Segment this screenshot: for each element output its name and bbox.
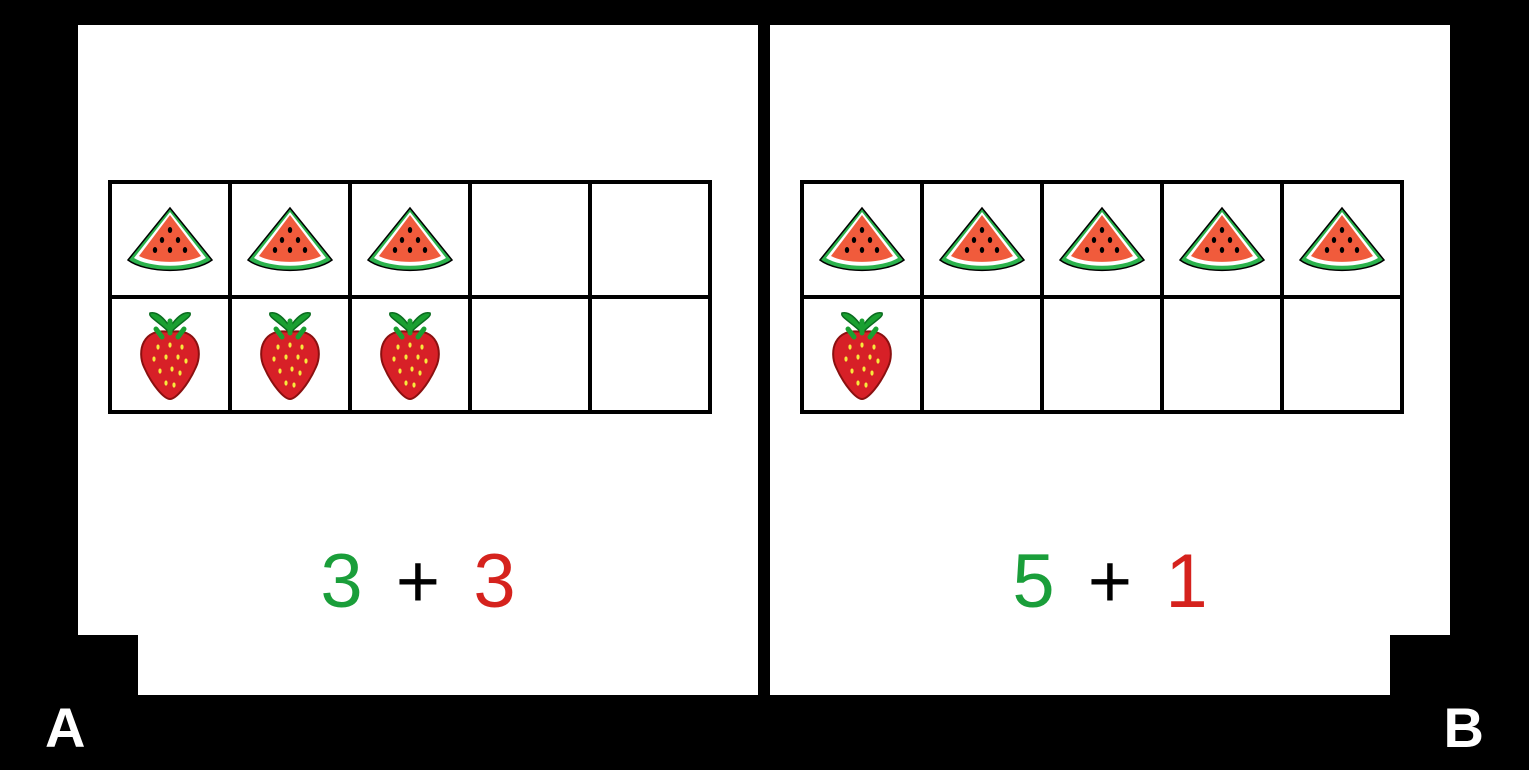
notch-a xyxy=(78,635,138,695)
watermelon-icon xyxy=(240,200,340,280)
strawberry-icon xyxy=(368,307,453,402)
watermelon-icon xyxy=(1292,200,1392,280)
notch-b xyxy=(1390,635,1450,695)
cell-b-0-0 xyxy=(802,182,922,297)
cell-a-1-2 xyxy=(350,297,470,412)
panel-a: 3 + 3 xyxy=(78,25,758,695)
cell-b-1-2 xyxy=(1042,297,1162,412)
cell-a-1-4 xyxy=(590,297,710,412)
panel-label-b: B xyxy=(1444,695,1484,760)
cell-b-0-1 xyxy=(922,182,1042,297)
tenframe-b xyxy=(800,180,1404,414)
cell-a-0-2 xyxy=(350,182,470,297)
watermelon-icon xyxy=(1172,200,1272,280)
cell-a-1-0 xyxy=(110,297,230,412)
equation-b-plus: + xyxy=(1082,538,1138,625)
cell-a-1-3 xyxy=(470,297,590,412)
watermelon-icon xyxy=(812,200,912,280)
panel-b: 5 + 1 xyxy=(770,25,1450,695)
cell-a-0-0 xyxy=(110,182,230,297)
cell-b-1-0 xyxy=(802,297,922,412)
strawberry-icon xyxy=(820,307,905,402)
watermelon-icon xyxy=(1052,200,1152,280)
cell-b-0-3 xyxy=(1162,182,1282,297)
equation-a: 3 + 3 xyxy=(78,538,758,625)
strawberry-icon xyxy=(128,307,213,402)
equation-b-right: 1 xyxy=(1159,538,1213,625)
cell-a-0-3 xyxy=(470,182,590,297)
cell-a-0-1 xyxy=(230,182,350,297)
equation-b-left: 5 xyxy=(1006,538,1060,625)
tenframe-a xyxy=(108,180,712,414)
equation-a-right: 3 xyxy=(467,538,521,625)
equation-b: 5 + 1 xyxy=(770,538,1450,625)
watermelon-icon xyxy=(360,200,460,280)
panel-label-a: A xyxy=(45,695,85,760)
strawberry-icon xyxy=(248,307,333,402)
cell-b-1-4 xyxy=(1282,297,1402,412)
cell-a-0-4 xyxy=(590,182,710,297)
cell-b-0-4 xyxy=(1282,182,1402,297)
cell-b-1-3 xyxy=(1162,297,1282,412)
cell-b-1-1 xyxy=(922,297,1042,412)
cell-b-0-2 xyxy=(1042,182,1162,297)
cell-a-1-1 xyxy=(230,297,350,412)
watermelon-icon xyxy=(120,200,220,280)
equation-a-left: 3 xyxy=(314,538,368,625)
equation-a-plus: + xyxy=(390,538,446,625)
watermelon-icon xyxy=(932,200,1032,280)
